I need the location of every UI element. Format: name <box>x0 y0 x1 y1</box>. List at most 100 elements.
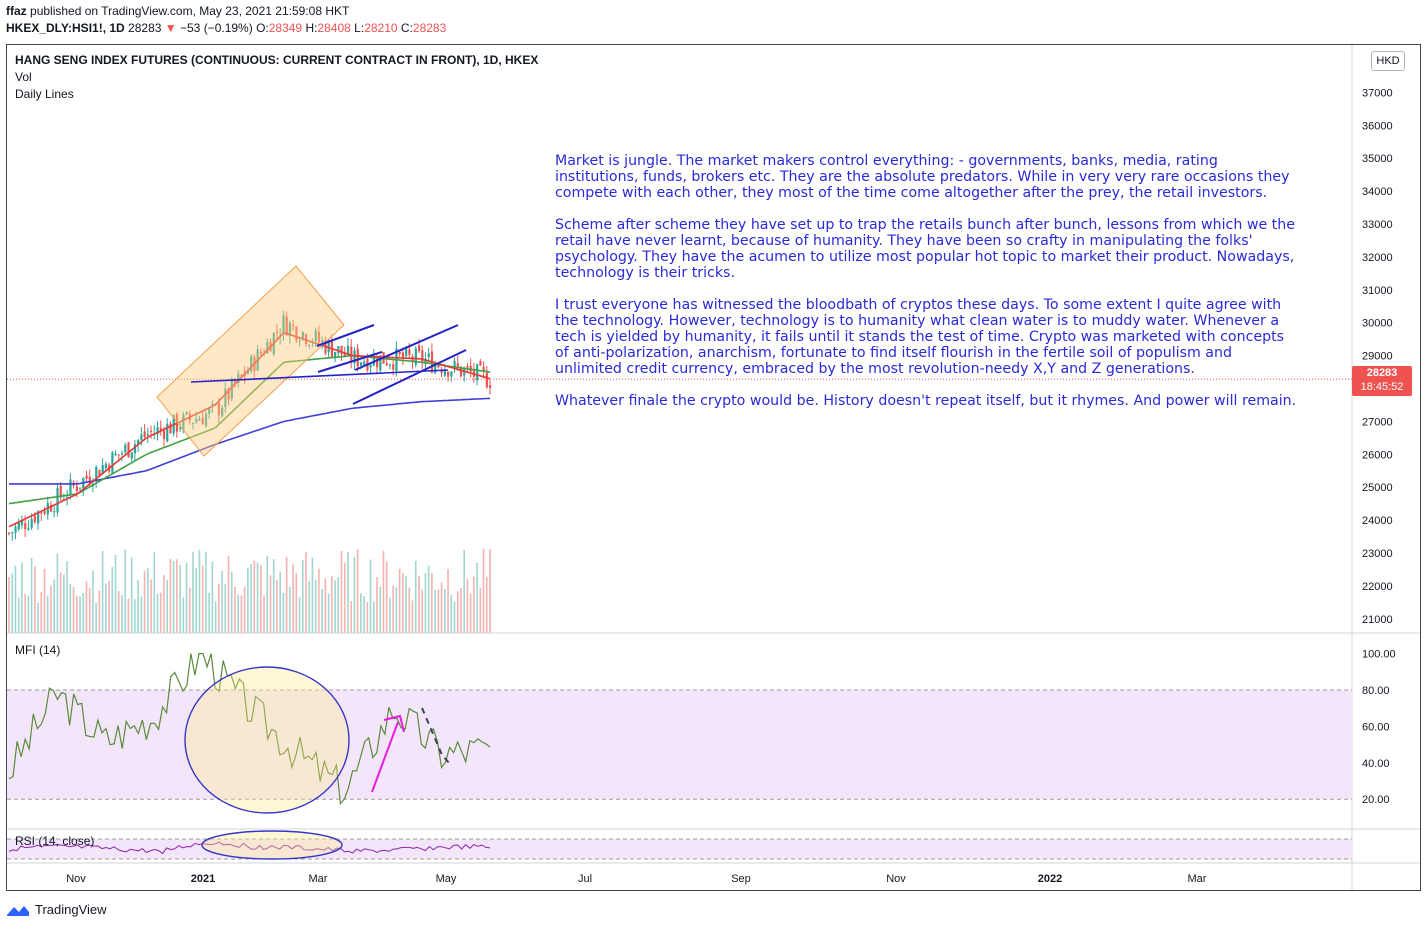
candle-body <box>466 365 469 368</box>
time-tick-label: Sep <box>731 873 751 885</box>
candle-body <box>405 348 408 357</box>
volume-bar <box>434 590 436 633</box>
last-price-tag: 28283 18:45:52 <box>1352 366 1412 396</box>
candle-body <box>359 362 363 366</box>
volume-bar <box>382 550 385 633</box>
candle-body <box>259 351 262 354</box>
note-paragraph: Scheme after scheme they have set up to … <box>555 217 1295 281</box>
volume-bar <box>385 561 388 633</box>
candle-body <box>421 349 424 363</box>
candle-body <box>40 512 43 514</box>
mfi-line <box>8 653 491 806</box>
change-value: −53 (−0.19%) <box>180 21 253 35</box>
price-tick-label: 33000 <box>1362 219 1393 231</box>
volume-bar <box>427 565 430 633</box>
chart-frame <box>6 44 1421 891</box>
volume-bar <box>421 589 424 633</box>
candle-body <box>204 413 208 426</box>
volume-bar <box>98 590 101 633</box>
volume-bar <box>318 568 320 633</box>
volume-bar <box>88 588 91 633</box>
volume-bar <box>63 574 65 633</box>
volume-bar <box>43 568 46 633</box>
candle-body <box>250 356 253 372</box>
volume-bar <box>369 559 372 633</box>
ohlc-line: HKEX_DLY:HSI1!, 1D 28283 ▼ −53 (−0.19%) … <box>6 21 446 35</box>
note-paragraph: Market is jungle. The market makers cont… <box>555 153 1290 201</box>
ellipse-drawing <box>201 830 343 860</box>
footer-brand[interactable]: TradingView <box>6 902 107 917</box>
volume-bar <box>489 549 491 633</box>
candle-body <box>211 403 214 406</box>
candle-body <box>482 366 485 371</box>
volume-bar <box>321 589 323 633</box>
candle-body <box>240 374 243 376</box>
volume-bar <box>69 583 72 633</box>
time-tick-label: Nov <box>886 873 906 885</box>
volume-bar <box>247 567 249 633</box>
volume-bar <box>37 602 39 633</box>
candle-body <box>127 442 130 458</box>
candle-body <box>198 418 201 421</box>
volume-bar <box>334 580 336 633</box>
volume-bar <box>453 601 456 633</box>
mfi-tick-label: 60.00 <box>1362 721 1390 733</box>
volume-bar <box>463 550 465 633</box>
price-tick-label: 26000 <box>1362 449 1393 461</box>
candle-body <box>111 452 114 474</box>
candle-body <box>376 359 379 368</box>
volume-bar <box>466 578 469 633</box>
volume-bar <box>224 584 227 633</box>
candle-body <box>146 434 150 436</box>
volume-bar <box>266 555 269 633</box>
candle-body <box>398 351 401 355</box>
currency-badge[interactable]: HKD <box>1371 51 1405 71</box>
volume-bar <box>205 551 207 633</box>
down-arrow-icon: ▼ <box>164 21 177 35</box>
brand-name: TradingView <box>35 902 107 917</box>
candle-body <box>346 345 350 355</box>
candle-body <box>456 363 459 367</box>
volume-bar <box>263 595 265 633</box>
volume-bar <box>208 592 210 633</box>
volume-bar <box>137 579 139 633</box>
candle-body <box>114 453 117 456</box>
open-value: 28349 <box>268 21 303 35</box>
volume-bar <box>143 571 146 633</box>
mfi-tick-label: 80.00 <box>1362 685 1390 697</box>
volume-bar <box>372 601 375 633</box>
candle-body <box>440 369 443 373</box>
candle-body <box>479 361 482 366</box>
candle-body <box>298 341 301 343</box>
volume-bar <box>56 553 59 633</box>
candle-body <box>343 353 346 357</box>
volume-bar <box>156 593 159 633</box>
volume-bar <box>153 552 156 633</box>
ma-slow-line <box>9 397 491 485</box>
candle-body <box>337 346 340 354</box>
candle-body <box>75 486 78 492</box>
candle-body <box>66 496 69 498</box>
volume-bar <box>395 587 398 633</box>
candle-body <box>33 515 37 523</box>
low-label: L: <box>354 21 365 35</box>
volume-bar <box>343 562 346 633</box>
candle-body <box>437 365 440 368</box>
volume-bar <box>121 594 123 633</box>
price-tick-label: 27000 <box>1362 416 1393 428</box>
candle-body <box>137 439 140 445</box>
candle-body <box>356 348 359 367</box>
volume-bar <box>256 562 259 633</box>
candle-body <box>334 352 337 359</box>
volume-bar <box>101 551 104 633</box>
volume-bar <box>295 573 298 633</box>
volume-bar <box>402 573 404 633</box>
volume-bar <box>411 600 414 633</box>
trendline-drawing <box>354 324 459 371</box>
candle-body <box>130 452 133 459</box>
last-price: 28283 <box>128 21 162 35</box>
price-tick-label: 32000 <box>1362 252 1393 264</box>
price-tick-label: 25000 <box>1362 482 1393 494</box>
volume-bar <box>308 580 311 633</box>
